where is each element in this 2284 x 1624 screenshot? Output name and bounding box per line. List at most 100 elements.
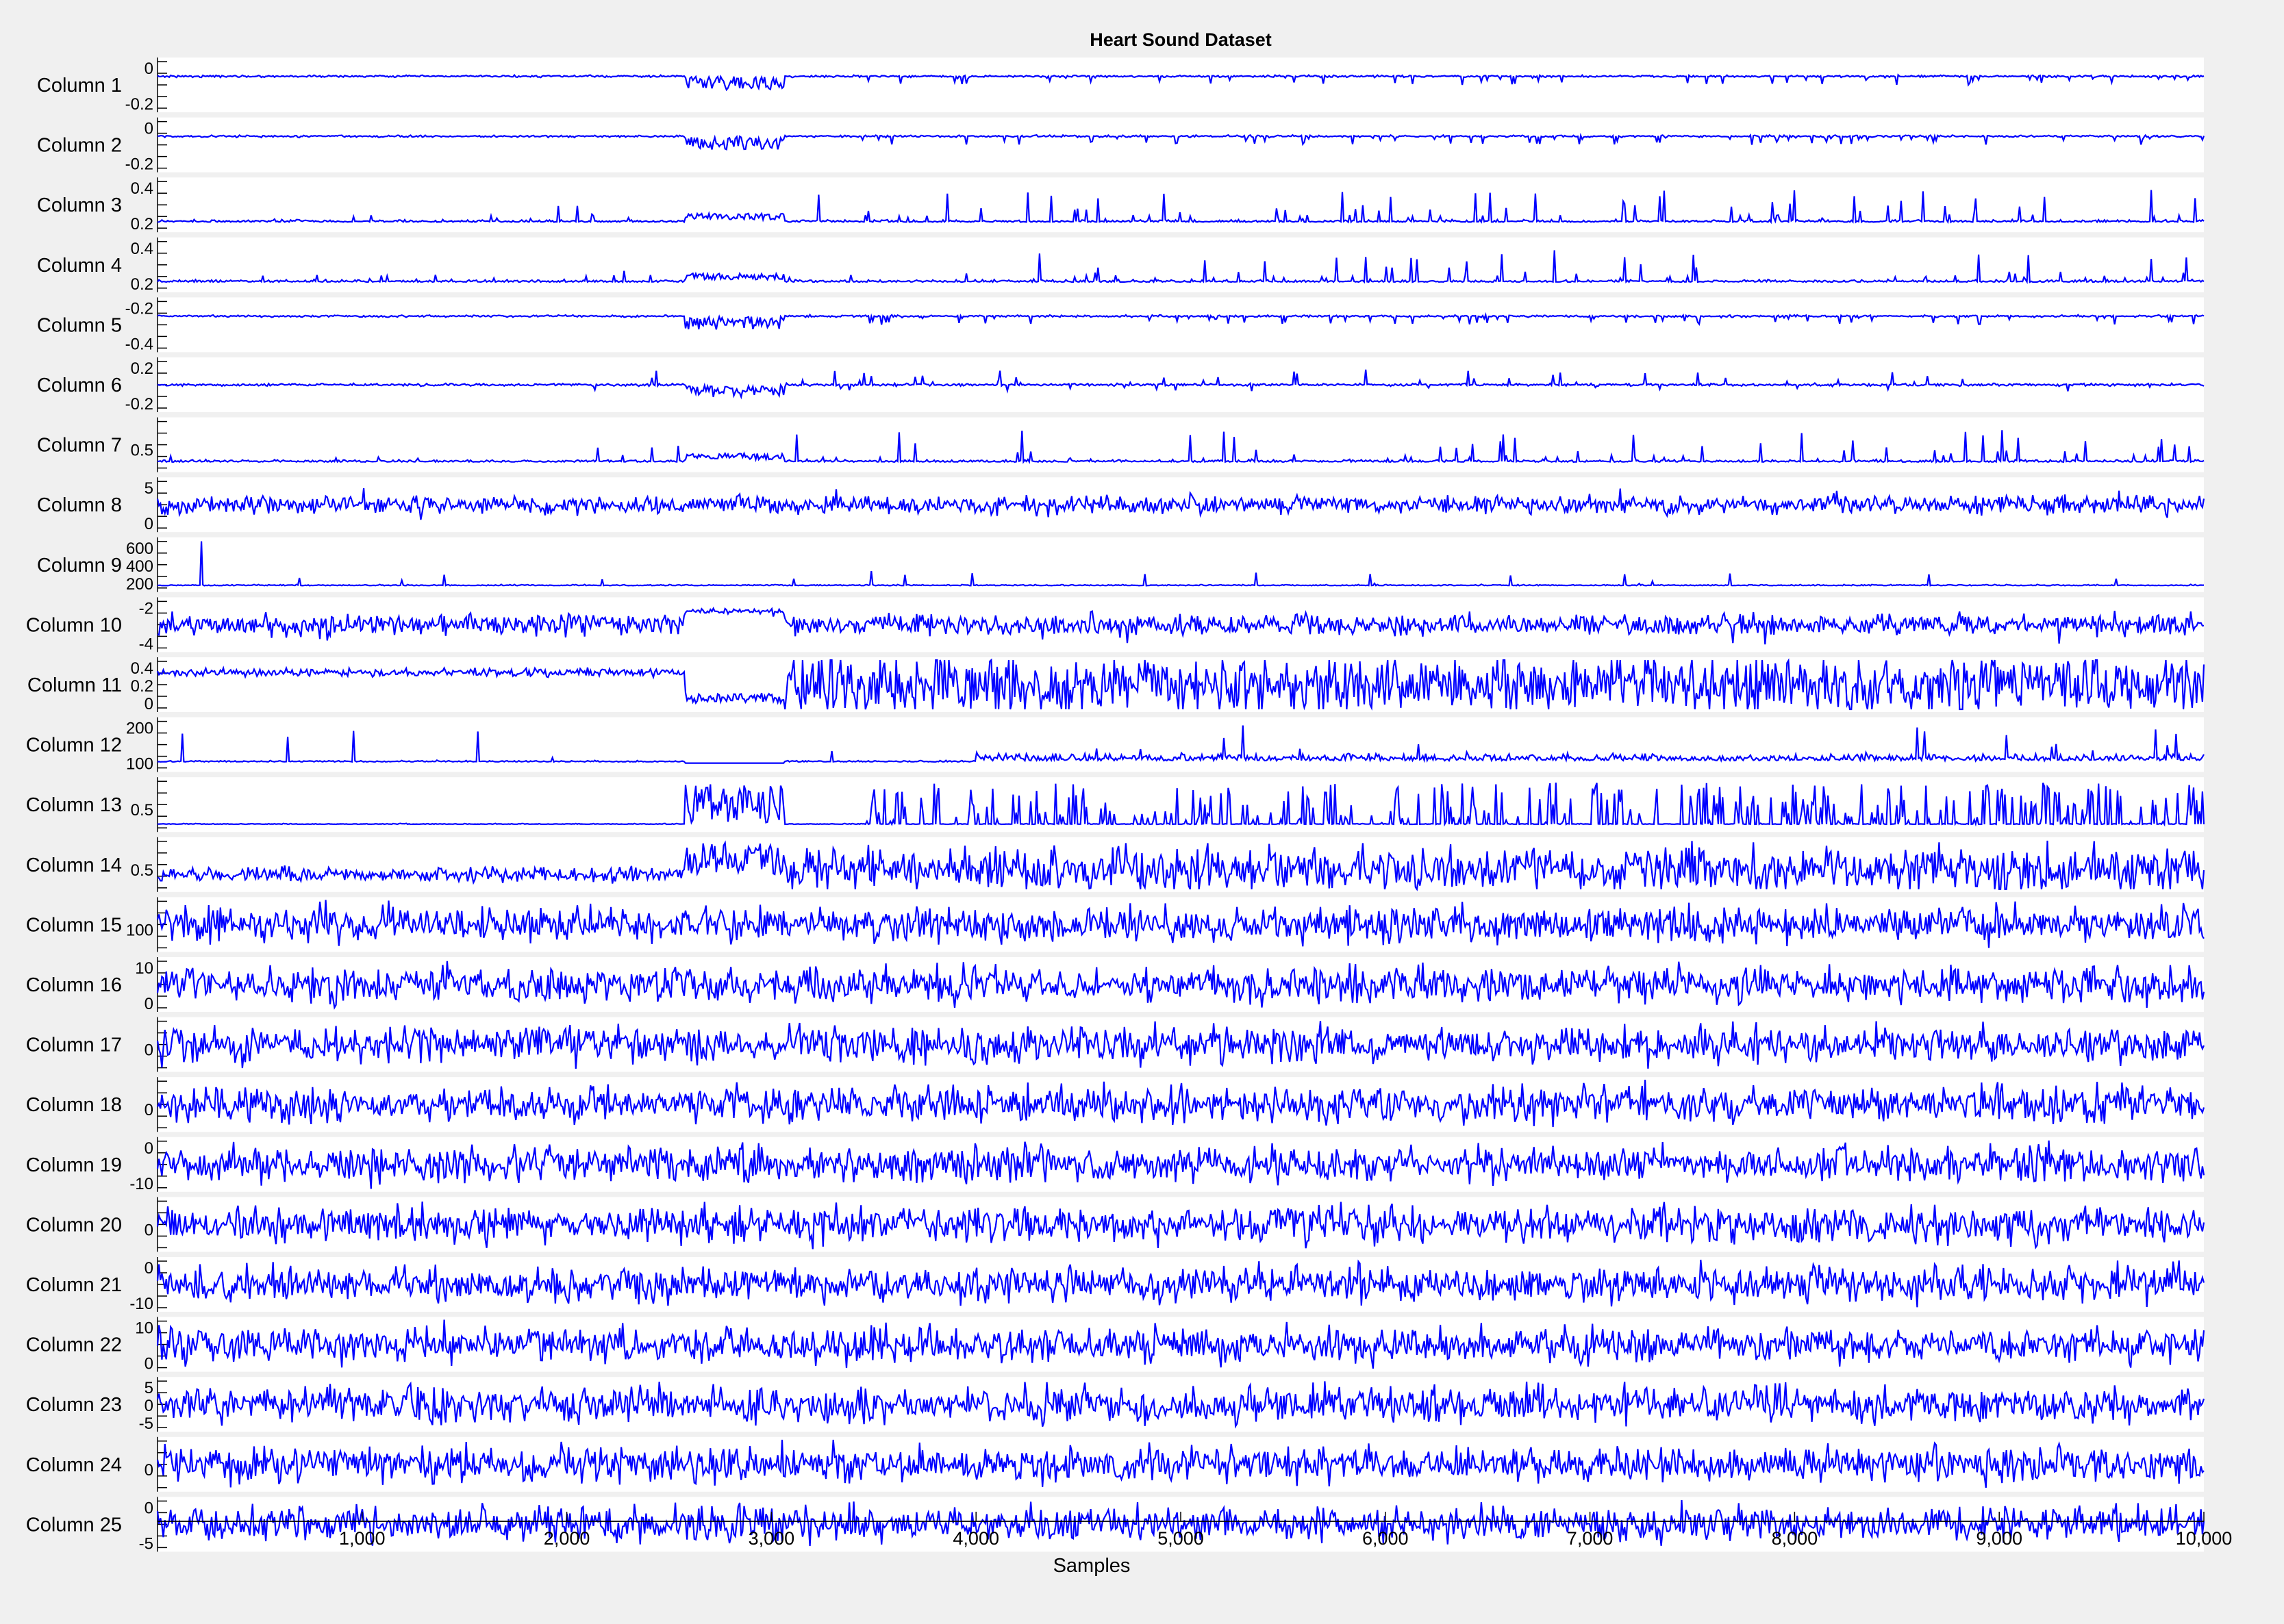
- plot-row: Column 11 0.40.20: [27, 657, 2205, 713]
- plot-row: Column 6 0.2 -0.2: [37, 357, 2205, 414]
- row-ytick-label: 0: [145, 120, 153, 138]
- x-tick-label: 1,000: [339, 1528, 386, 1549]
- row-ytick-label: 10: [135, 959, 153, 978]
- series-line-15: [156, 900, 2205, 948]
- row-label: Column 23: [26, 1394, 122, 1416]
- series-line-25: [156, 1500, 2205, 1547]
- row-label: Column 3: [37, 194, 122, 216]
- row-ytick-label: 5: [145, 479, 153, 498]
- row-label: Column 11: [27, 674, 122, 696]
- row-ytick-label: 0: [145, 1355, 153, 1373]
- row-ytick-label: 200: [126, 720, 153, 738]
- plot-row: Column 13 0.5: [26, 777, 2205, 833]
- row-label: Column 7: [37, 435, 122, 457]
- plot-row: Column 24 0: [26, 1436, 2205, 1492]
- chart-title: Heart Sound Dataset: [1090, 29, 1272, 50]
- x-axis-label: Samples: [1053, 1555, 1131, 1577]
- row-label: Column 18: [26, 1094, 122, 1116]
- row-label: Column 19: [26, 1154, 122, 1176]
- x-tick-label: 3,000: [749, 1528, 795, 1549]
- row-ytick-label: 0: [145, 1139, 153, 1158]
- plot-row: Column 1 0 -0.2: [37, 58, 2205, 114]
- row-ytick-label: 600: [126, 540, 153, 558]
- row-axes-background: [158, 537, 2204, 592]
- plot-row: Column 20 0: [26, 1197, 2205, 1252]
- x-axis: 1,000 2,000 3,000 4,000 5,000 6,000 7,000 8,000…: [158, 1512, 2232, 1577]
- row-ytick-label: -10: [129, 1295, 153, 1313]
- series-line-7: [157, 430, 2205, 464]
- row-label: Column 25: [26, 1514, 122, 1536]
- x-tick-label: 7,000: [1567, 1528, 1614, 1549]
- row-label: Column 24: [26, 1454, 122, 1476]
- row-ytick-label: 0: [145, 60, 153, 78]
- plot-row: Column 23 50-5: [26, 1377, 2205, 1433]
- row-ytick-label: 0.4: [131, 240, 153, 258]
- row-label: Column 8: [37, 494, 122, 516]
- plot-row: Column 14 0.5: [26, 837, 2205, 892]
- row-axes-background: [158, 297, 2204, 353]
- row-axes-background: [158, 237, 2204, 292]
- series-line-6: [157, 369, 2205, 400]
- row-ytick-label: 10: [135, 1319, 153, 1338]
- row-ytick-label: 0.2: [131, 275, 153, 294]
- row-label: Column 15: [26, 914, 122, 936]
- row-label: Column 2: [37, 135, 122, 157]
- row-ytick-label: 0: [145, 1397, 153, 1415]
- row-ytick-label: 100: [126, 921, 153, 939]
- series-line-4: [157, 250, 2205, 285]
- row-label: Column 6: [37, 375, 122, 396]
- plot-row: Column 8 5 0: [37, 477, 2205, 533]
- row-label: Column 20: [26, 1214, 122, 1236]
- series-line-9: [157, 541, 2205, 587]
- series-line-10: [157, 607, 2205, 645]
- row-ytick-label: 200: [126, 575, 153, 594]
- row-label: Column 12: [26, 735, 122, 757]
- plot-row: Column 25 0 -5: [26, 1497, 2205, 1553]
- plot-row: Column 15 100: [26, 897, 2205, 952]
- plot-row: Column 5-0.2 -0.4: [37, 297, 2205, 353]
- plot-row: Column 18 0: [26, 1077, 2205, 1132]
- plot-row: Column 22 10 0: [26, 1317, 2205, 1373]
- row-label: Column 1: [37, 75, 122, 97]
- x-tick-label: 4,000: [953, 1528, 999, 1549]
- row-label: Column 9: [37, 555, 122, 576]
- series-line-22: [156, 1319, 2205, 1369]
- plot-row: Column 2 0 -0.2: [37, 117, 2205, 174]
- row-axes-background: [158, 117, 2204, 173]
- series-line-23: [156, 1381, 2205, 1429]
- plot-row: Column 21 0 -10: [26, 1257, 2205, 1313]
- x-tick-label: 9,000: [1976, 1528, 2022, 1549]
- series-line-1: [157, 73, 2205, 92]
- row-ytick-label: 100: [126, 755, 153, 774]
- row-axes-background: [158, 897, 2204, 952]
- row-label: Column 4: [37, 255, 122, 277]
- row-axes-background: [158, 58, 2204, 112]
- row-label: Column 17: [26, 1035, 122, 1056]
- row-ytick-label: -0.2: [125, 299, 153, 318]
- row-ytick-label: -0.2: [125, 95, 153, 114]
- row-ytick-label: 0: [145, 995, 153, 1013]
- x-tick-label: 6,000: [1362, 1528, 1409, 1549]
- row-label: Column 16: [26, 974, 122, 996]
- plot-row: Column 4 0.4 0.2: [37, 237, 2205, 294]
- row-ytick-label: 0.5: [131, 442, 153, 460]
- row-ytick-label: 0.5: [131, 861, 153, 880]
- series-line-8: [156, 487, 2205, 520]
- row-ytick-label: 0: [145, 1461, 153, 1480]
- row-ytick-label: -10: [129, 1175, 153, 1193]
- row-ytick-label: 0: [145, 1041, 153, 1060]
- series-line-13: [157, 783, 2205, 827]
- row-ytick-label: 0.4: [131, 659, 153, 678]
- row-ytick-label: 0.5: [131, 801, 153, 820]
- series-line-12: [157, 725, 2205, 764]
- row-ytick-label: 0.2: [131, 359, 153, 378]
- plot-row: Column 7 0.5: [37, 417, 2205, 472]
- plot-row: Column 16 10 0: [26, 957, 2205, 1013]
- row-ytick-label: 0: [145, 695, 153, 713]
- series-line-5: [157, 312, 2205, 330]
- row-ytick-label: 400: [126, 557, 153, 576]
- row-ytick-label: -0.2: [125, 395, 153, 414]
